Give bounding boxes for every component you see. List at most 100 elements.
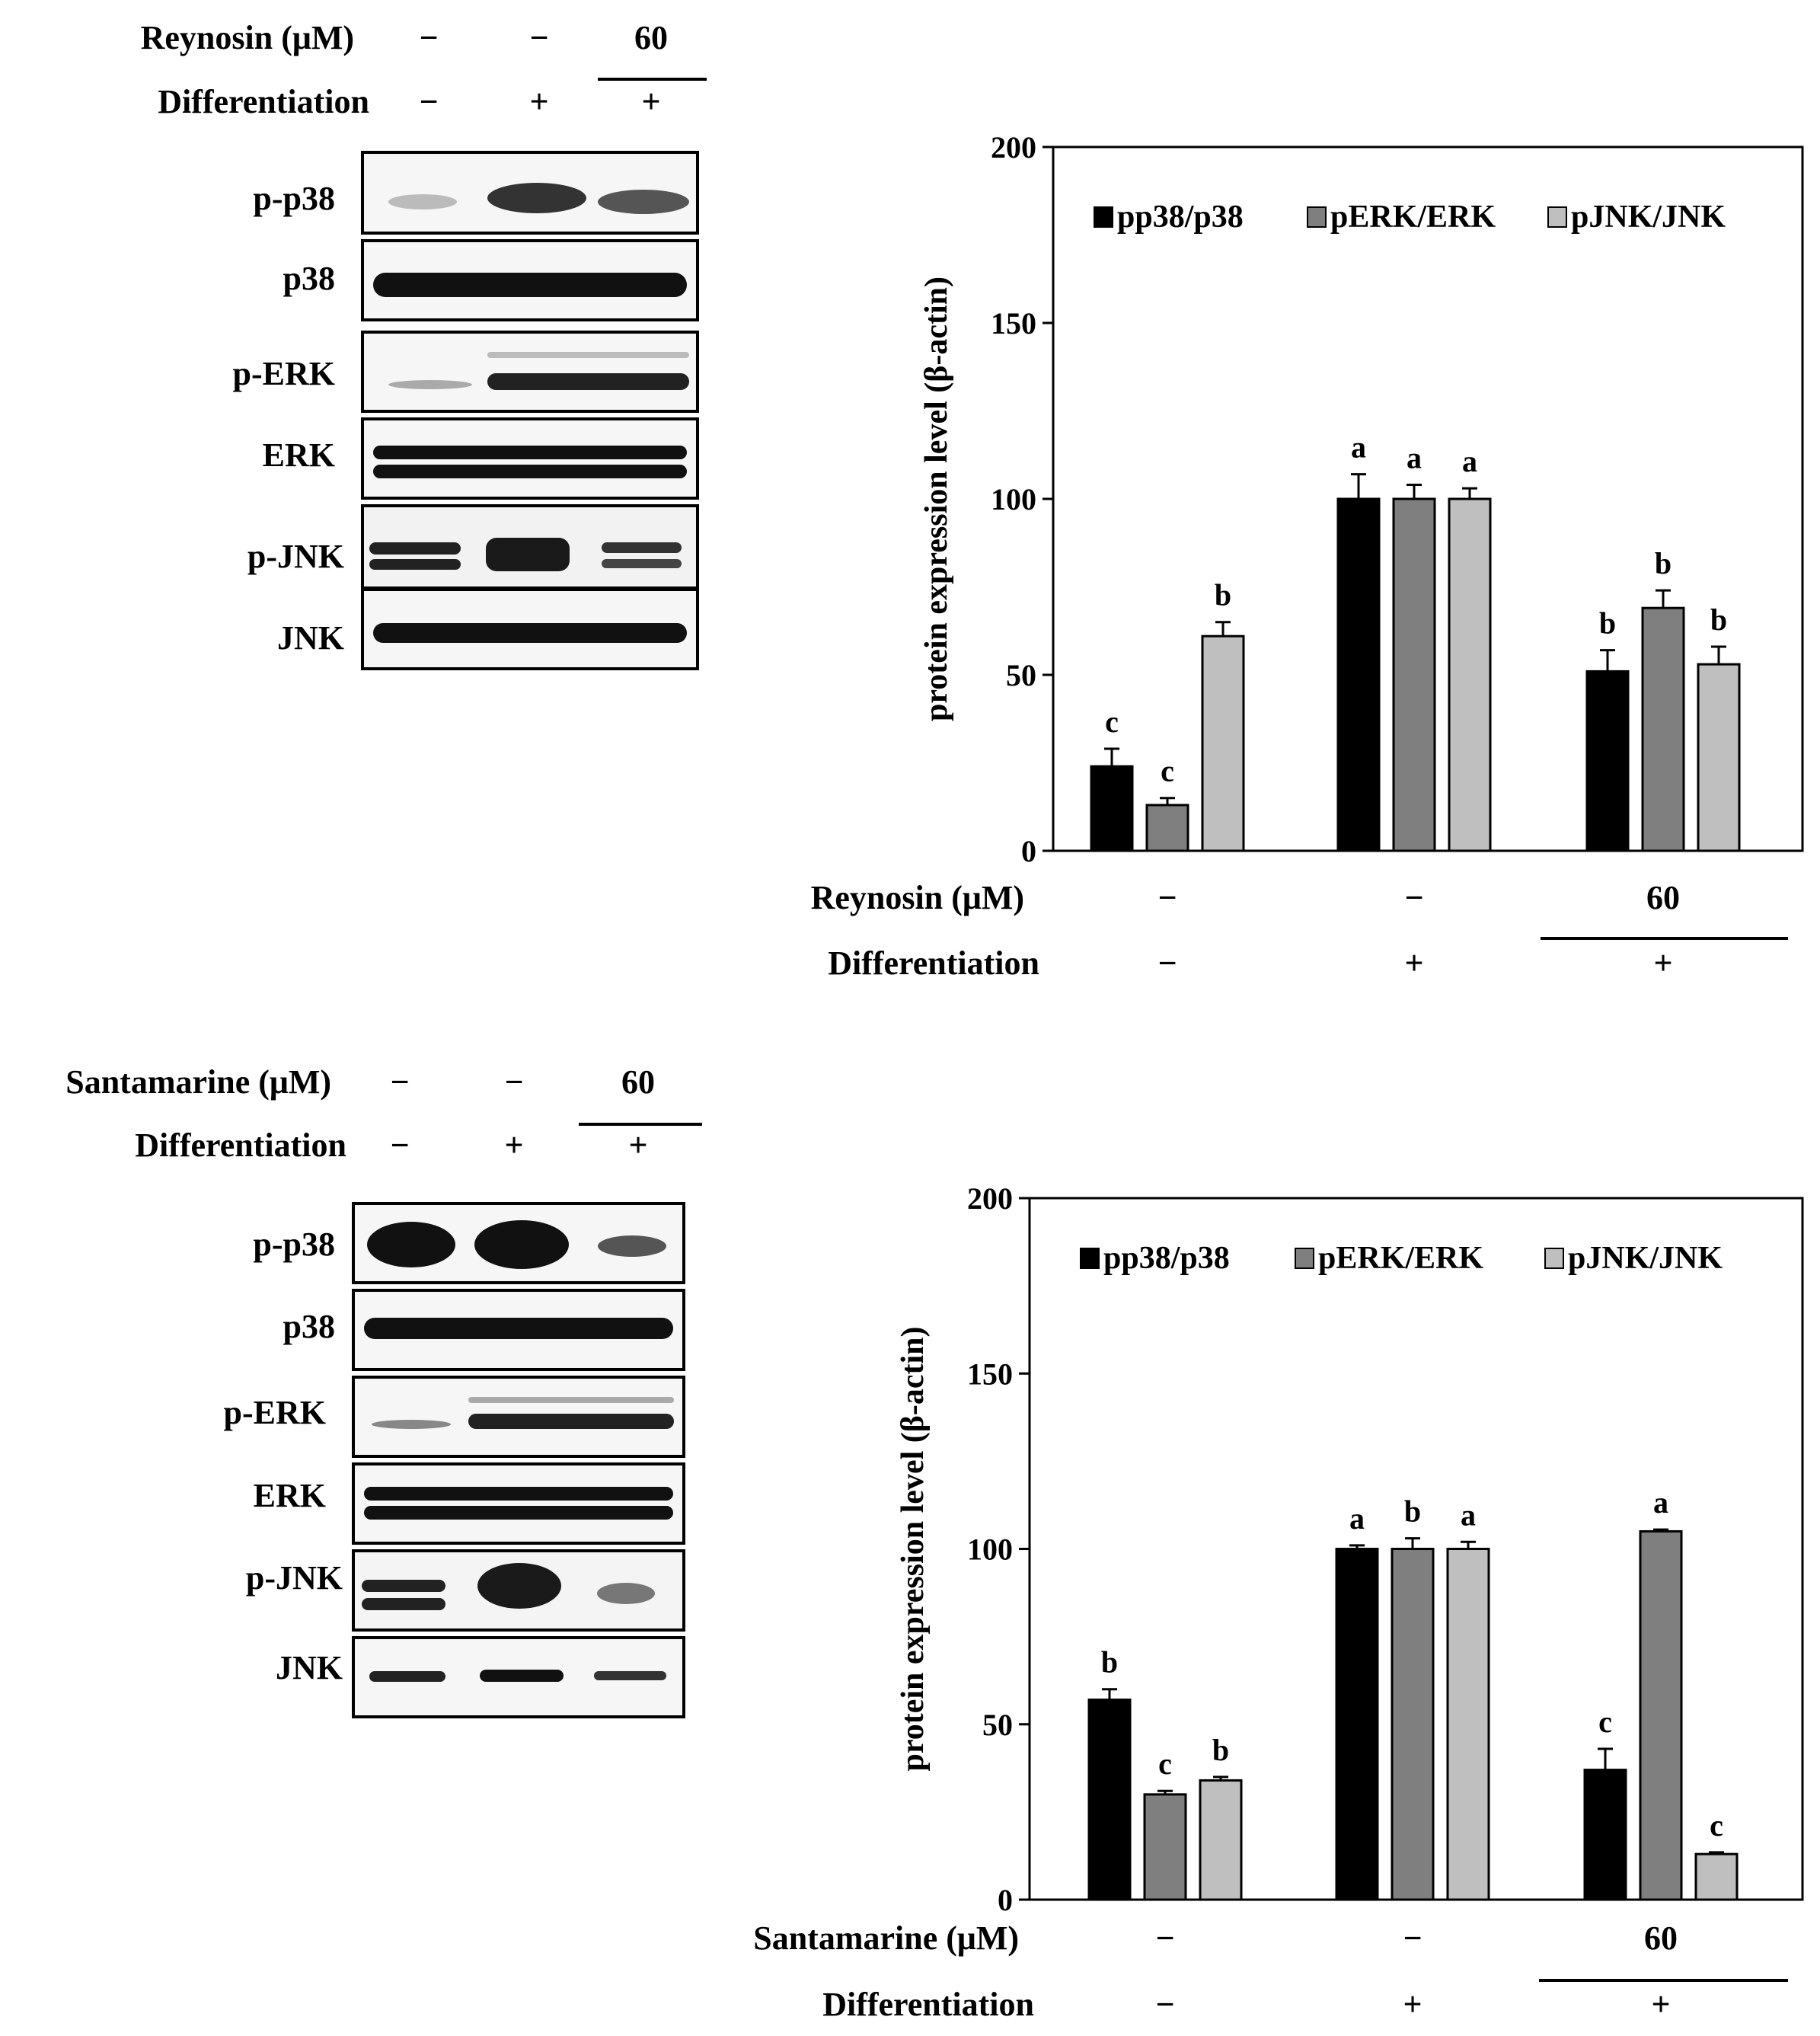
bar (1585, 670, 1630, 852)
band (388, 380, 472, 389)
band (468, 1414, 674, 1429)
chart-differentiation-label: Differentiation (822, 1986, 1034, 2023)
bar (1697, 663, 1741, 852)
bar (1090, 765, 1134, 852)
band (373, 623, 687, 643)
blot-treatment-label: Reynosin (μM) (141, 19, 354, 56)
bar (1199, 1779, 1243, 1901)
blot-strip-p-ERK (361, 331, 699, 413)
significance-letter: b (1212, 1733, 1229, 1767)
blot-treatment-value-3: 60 (621, 1063, 655, 1101)
chart-treatment-value-2: − (1404, 879, 1423, 916)
bar (1448, 497, 1492, 852)
blot-differentiation-label: Differentiation (158, 83, 369, 120)
y-tick-label: 200 (991, 130, 1036, 165)
legend-swatch (1547, 206, 1567, 228)
legend-label: pERK/ERK (1330, 200, 1496, 235)
y-tick-label: 200 (967, 1181, 1013, 1216)
y-axis-label: protein expression level (β-actin) (896, 1326, 931, 1771)
y-tick-label: 100 (991, 482, 1036, 516)
blot-treatment-value-3: 60 (634, 19, 668, 56)
western-blot: p-p38 p38 p-ERK ERK p-JNK (224, 1202, 685, 1718)
y-tick-label: 100 (967, 1533, 1013, 1567)
band (474, 1220, 569, 1269)
bar (1641, 606, 1685, 852)
band (598, 1235, 666, 1257)
chart-treatment-label: Santamarine (μM) (753, 1919, 1019, 1957)
significance-letter: c (1710, 1808, 1723, 1843)
band (598, 190, 689, 214)
bar-chart: 0 50 100 150 200 protein expression level (β-… (896, 1181, 1804, 1917)
blot-diff-value-3: + (628, 1127, 647, 1164)
band-label-p-ERK: p-ERK (224, 1394, 326, 1431)
legend-label: pp38/p38 (1103, 1241, 1230, 1276)
significance-letter: a (1407, 441, 1422, 475)
band-label-p38: p38 (283, 1308, 335, 1345)
blot-treatment-value-2: − (504, 1063, 523, 1101)
y-tick-label: 0 (998, 1883, 1013, 1917)
band (364, 1487, 673, 1501)
significance-letter: c (1161, 754, 1174, 788)
band (372, 1420, 451, 1429)
reynosin-panel: Reynosin (μM) Differentiation − − 60 − +… (0, 0, 1820, 1016)
band-label-ERK: ERK (263, 436, 335, 474)
blot-treatment-value-1: − (390, 1063, 409, 1101)
band (480, 1670, 564, 1682)
y-axis-label: protein expression level (β-actin) (919, 276, 954, 721)
significance-letter: b (1215, 578, 1231, 612)
significance-letter: a (1653, 1485, 1668, 1520)
legend-swatch (1094, 206, 1113, 228)
bar (1087, 1699, 1132, 1901)
blot-diff-value-2: + (504, 1127, 523, 1164)
legend-swatch (1080, 1248, 1100, 1269)
bar (1145, 804, 1189, 852)
chart-differentiation-label: Differentiation (828, 944, 1039, 982)
y-tick-label: 150 (967, 1357, 1013, 1391)
significance-letter: a (1461, 1497, 1476, 1532)
western-blot: p-p38 p38 p-ERK ERK p-JNK (233, 151, 699, 670)
legend-label: pERK/ERK (1318, 1241, 1483, 1276)
blot-treatment-value-1: − (419, 19, 438, 56)
blot-diff-value-2: + (529, 83, 548, 120)
chart-treatment-value-1: − (1157, 879, 1177, 916)
band (364, 1318, 673, 1339)
y-tick-label: 50 (1006, 658, 1036, 692)
significance-letter: b (1101, 1645, 1118, 1680)
band (362, 1580, 445, 1592)
band (367, 1222, 455, 1267)
band (468, 1397, 674, 1403)
blot-treatment-value-2: − (529, 19, 548, 56)
reynosin-figure: Reynosin (μM) Differentiation − − 60 − +… (141, 19, 1804, 982)
significance-letter: a (1349, 1501, 1365, 1536)
legend-swatch (1295, 1248, 1314, 1269)
chart-treatment-label: Reynosin (μM) (811, 879, 1024, 916)
band (364, 1506, 673, 1520)
bar (1391, 1548, 1435, 1901)
band (369, 542, 461, 555)
blot-diff-value-1: − (419, 83, 438, 120)
band-label-p38: p38 (283, 260, 335, 297)
chart-diff-value-3: + (1653, 944, 1672, 982)
band (487, 373, 689, 390)
band (388, 194, 457, 209)
blot-diff-value-3: + (641, 83, 660, 120)
y-tick-label: 50 (982, 1708, 1013, 1742)
bar (1392, 497, 1436, 852)
significance-letter: b (1655, 546, 1672, 580)
chart-treatment-value-1: − (1155, 1919, 1174, 1957)
bar (1336, 497, 1381, 852)
chart-diff-value-2: + (1403, 1986, 1422, 2023)
blot-diff-value-1: − (390, 1127, 409, 1164)
significance-letter: b (1599, 606, 1616, 641)
band (369, 1671, 445, 1682)
significance-letter: a (1462, 444, 1477, 478)
chart-diff-value-3: + (1651, 1986, 1670, 2023)
bar-chart: 0 50 100 150 200 protein expression level (β-… (919, 130, 1804, 868)
legend-swatch (1307, 206, 1327, 228)
santamarine-panel: Santamarine (μM) Differentiation − − 60 … (0, 1016, 1820, 2032)
band (602, 542, 682, 553)
bar (1143, 1793, 1187, 1901)
chart-diff-value-1: − (1157, 944, 1177, 982)
significance-letter: c (1158, 1747, 1172, 1781)
blot-treatment-label: Santamarine (μM) (65, 1063, 331, 1101)
